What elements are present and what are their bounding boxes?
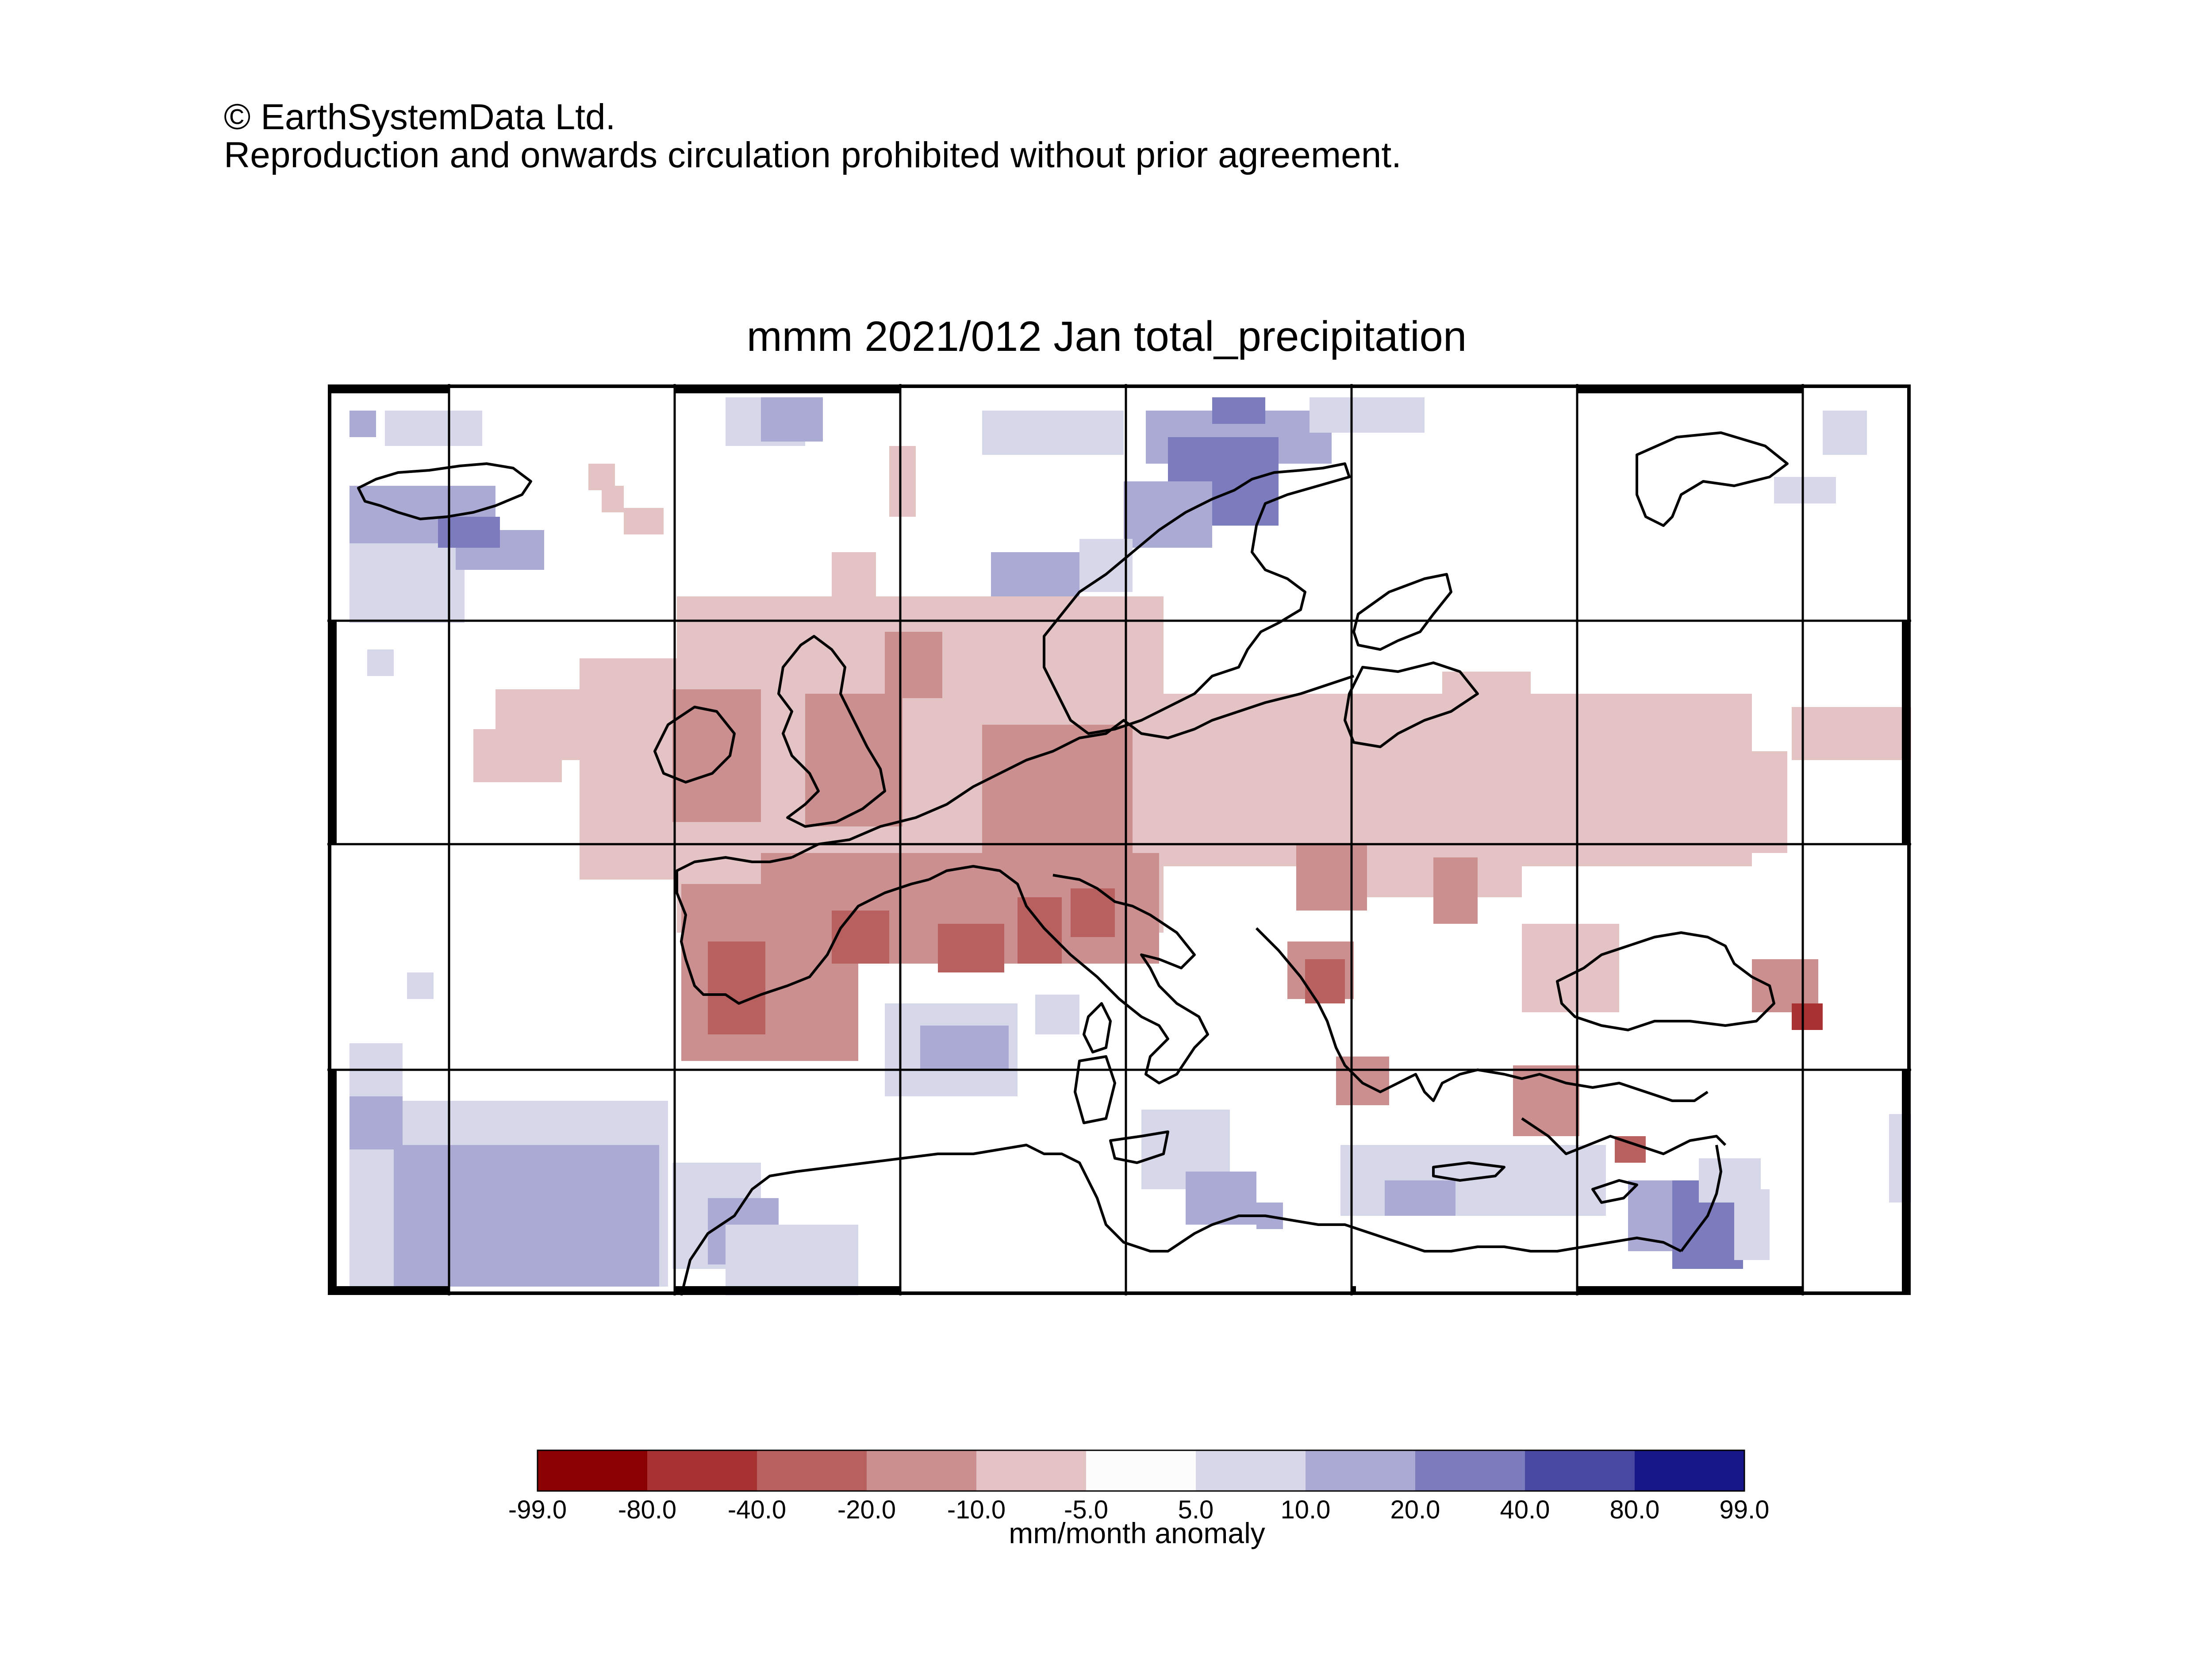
legend-swatch bbox=[1086, 1450, 1196, 1491]
anomaly-cell bbox=[624, 508, 664, 534]
anomaly-cell bbox=[1305, 959, 1345, 1003]
coastline-sicily bbox=[1109, 1130, 1169, 1164]
anomaly-cell bbox=[1310, 397, 1425, 433]
legend-swatch bbox=[1415, 1450, 1525, 1491]
anomaly-cell bbox=[602, 486, 624, 512]
map-title: mmm 2021/012 Jan total_precipitation bbox=[746, 313, 1467, 360]
anomaly-cell bbox=[1433, 857, 1478, 924]
legend-swatch bbox=[867, 1450, 976, 1491]
anomaly-cell bbox=[832, 911, 889, 964]
anomaly-cell bbox=[349, 411, 376, 437]
coastline-black-sea bbox=[1556, 931, 1775, 1031]
legend-tick-label: -20.0 bbox=[837, 1495, 896, 1524]
anomaly-cell bbox=[889, 446, 916, 517]
anomaly-cell bbox=[1035, 995, 1079, 1034]
anomaly-cell bbox=[1522, 924, 1619, 1012]
anomaly-cell bbox=[672, 689, 761, 822]
legend-swatch bbox=[1306, 1450, 1415, 1491]
legend-tick-label: 40.0 bbox=[1500, 1495, 1550, 1524]
anomaly-cell bbox=[1655, 751, 1787, 853]
anomaly-cell bbox=[1385, 1180, 1455, 1216]
anomaly-cell bbox=[1018, 897, 1062, 964]
copyright-line-1: © EarthSystemData Ltd. bbox=[224, 97, 616, 137]
copyright-line-2: Reproduction and onwards circulation pro… bbox=[224, 135, 1402, 175]
anomaly-cell bbox=[1340, 1145, 1606, 1216]
graticule bbox=[327, 384, 1911, 1295]
legend-swatch bbox=[538, 1450, 647, 1491]
coastline-balkans bbox=[1255, 927, 1709, 1102]
legend-color-bar bbox=[537, 1449, 1745, 1492]
legend-units-label: mm/month anomaly bbox=[1009, 1517, 1265, 1549]
coastline-crete bbox=[1432, 1161, 1505, 1182]
legend-tick-label: -80.0 bbox=[618, 1495, 676, 1524]
anomaly-cell bbox=[394, 1145, 659, 1287]
anomaly-cell bbox=[726, 1225, 858, 1295]
copyright-notice: © EarthSystemData Ltd. Reproduction and … bbox=[224, 98, 1402, 174]
legend-tick-label: 10.0 bbox=[1281, 1495, 1331, 1524]
coastlines bbox=[357, 431, 1789, 1295]
anomaly-cell bbox=[761, 397, 823, 442]
legend-frame bbox=[537, 1449, 1745, 1492]
anomaly-cell bbox=[708, 941, 765, 1034]
anomaly-cell bbox=[385, 411, 482, 446]
legend-tick-label: -40.0 bbox=[728, 1495, 786, 1524]
anomaly-cell bbox=[407, 972, 434, 999]
anomaly-cell bbox=[1079, 539, 1133, 592]
coastline-france-italy bbox=[928, 865, 1209, 1084]
coastline-sardinia bbox=[1074, 1055, 1116, 1124]
anomaly-cell bbox=[1774, 477, 1836, 503]
coastline-north-africa bbox=[680, 1144, 1682, 1295]
legend-tick-label: -10.0 bbox=[947, 1495, 1006, 1524]
anomaly-cell bbox=[982, 725, 1133, 857]
coastline-corsica bbox=[1083, 1002, 1112, 1053]
anomaly-cell bbox=[1296, 844, 1367, 911]
legend-tick-label: 80.0 bbox=[1610, 1495, 1660, 1524]
coastline-finland bbox=[1352, 573, 1452, 651]
coastline-turkey-south bbox=[1521, 1117, 1727, 1155]
legend-swatch bbox=[647, 1450, 757, 1491]
legend-swatch bbox=[1525, 1450, 1635, 1491]
anomaly-cells bbox=[349, 397, 1911, 1295]
coastline-scandinavia bbox=[1043, 462, 1351, 735]
anomaly-cell bbox=[885, 632, 942, 698]
anomaly-cell bbox=[349, 543, 465, 623]
coastline-kola bbox=[1636, 431, 1789, 527]
anomaly-cell bbox=[367, 649, 394, 676]
coastline-cyprus bbox=[1591, 1179, 1638, 1204]
anomaly-cell bbox=[920, 1026, 1009, 1070]
precipitation-anomaly-map bbox=[327, 384, 1911, 1295]
legend-tick-labels: -99.0 -80.0 -40.0 -20.0 -10.0 -5.0 5.0 10.0 20.0… bbox=[508, 1495, 1770, 1524]
coastline-baltic-east bbox=[1344, 661, 1479, 748]
coastline-iceland bbox=[357, 462, 532, 520]
legend-swatch bbox=[976, 1450, 1086, 1491]
anomaly-cell bbox=[982, 411, 1124, 455]
legend-tick-label: 5.0 bbox=[1178, 1495, 1214, 1524]
color-legend: -99.0 -80.0 -40.0 -20.0 -10.0 -5.0 5.0 10.0 20.0… bbox=[508, 1449, 1770, 1524]
anomaly-cell bbox=[1734, 1189, 1770, 1260]
coastline-ireland bbox=[653, 706, 736, 784]
coastline-levant bbox=[1680, 1145, 1722, 1252]
anomaly-cell bbox=[805, 694, 902, 826]
coastline-great-britain bbox=[777, 635, 886, 828]
legend-swatch bbox=[1196, 1450, 1306, 1491]
legend-tick-label: 99.0 bbox=[1720, 1495, 1770, 1524]
map-frame bbox=[328, 384, 1911, 1295]
anomaly-cell bbox=[938, 924, 1004, 972]
anomaly-cell bbox=[1823, 411, 1867, 455]
anomaly-cell bbox=[1442, 672, 1531, 787]
anomaly-cell bbox=[1792, 707, 1911, 760]
anomaly-cell bbox=[438, 517, 500, 548]
anomaly-cell bbox=[1124, 481, 1212, 548]
legend-tick-label: -5.0 bbox=[1064, 1495, 1108, 1524]
anomaly-cell bbox=[473, 729, 562, 782]
coastline-iberia bbox=[676, 856, 929, 1005]
anomaly-cell bbox=[349, 1096, 403, 1149]
legend-tick-label: -99.0 bbox=[508, 1495, 567, 1524]
coastline-western-europe bbox=[791, 675, 1354, 859]
anomaly-cell bbox=[1792, 1003, 1823, 1030]
anomaly-cell bbox=[1212, 397, 1265, 424]
legend-swatch bbox=[757, 1450, 867, 1491]
legend-tick-label: 20.0 bbox=[1390, 1495, 1440, 1524]
legend-swatch bbox=[1635, 1450, 1744, 1491]
